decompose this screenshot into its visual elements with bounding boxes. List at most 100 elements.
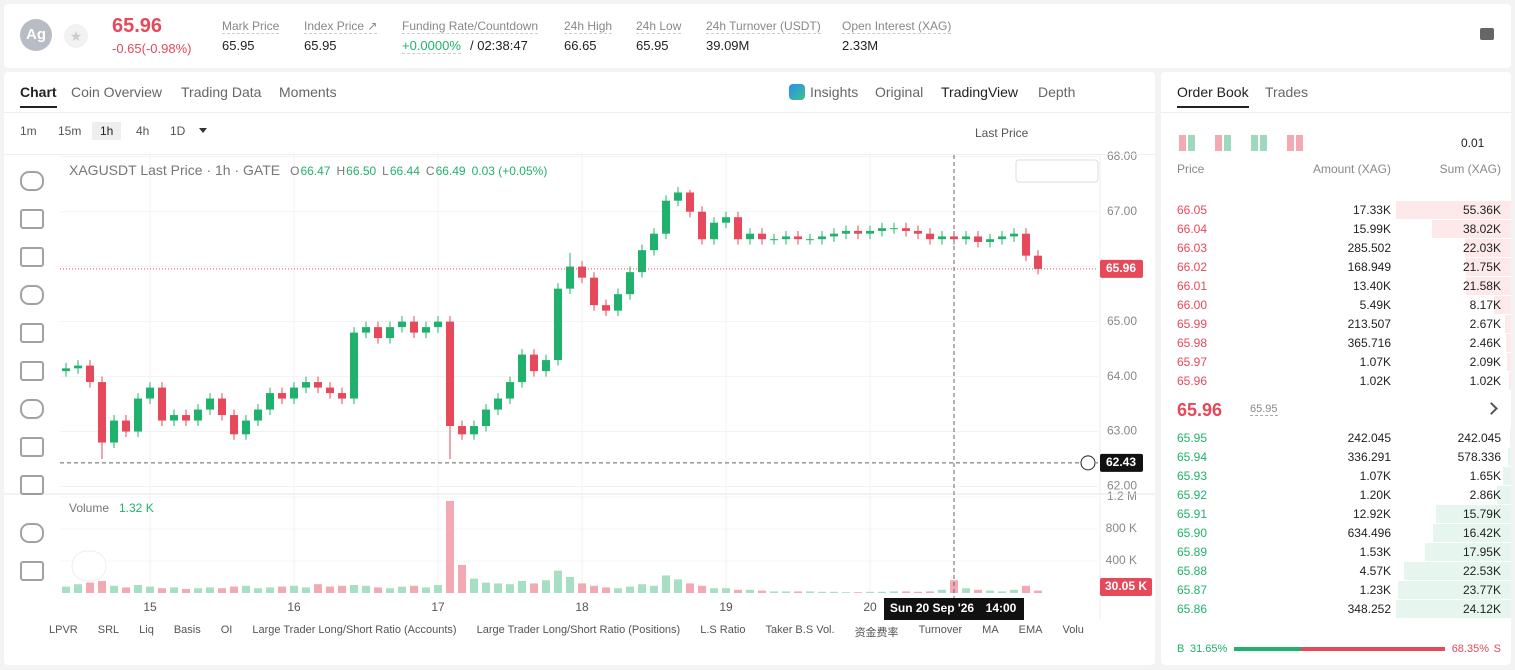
- depth-bar: [1396, 600, 1511, 618]
- drawing-tool[interactable]: [20, 285, 44, 305]
- volume-title: Volume: [69, 501, 109, 515]
- interval[interactable]: 1h: [92, 122, 122, 140]
- candle-body: [926, 233, 934, 240]
- volume-bar: [362, 585, 370, 593]
- depth-bar: [1432, 524, 1511, 542]
- candle-body: [62, 368, 70, 372]
- drawing-tool[interactable]: [20, 523, 44, 543]
- precision[interactable]: 0.01: [1461, 136, 1485, 150]
- book-amount: 1.02K: [1359, 374, 1391, 388]
- indicator[interactable]: Taker B.S Vol.: [765, 624, 835, 636]
- book-amount: 17.33K: [1352, 203, 1391, 217]
- book-view[interactable]: [1215, 135, 1231, 151]
- volume-bar: [278, 586, 286, 593]
- drawing-tool[interactable]: [20, 561, 44, 581]
- volume-bar: [602, 587, 610, 593]
- interval[interactable]: 1m: [20, 124, 37, 138]
- book-price: 65.86: [1177, 602, 1208, 616]
- view-tab[interactable]: TradingView: [941, 84, 1019, 100]
- volume-bar: [734, 589, 742, 593]
- drawing-tool[interactable]: [20, 323, 44, 343]
- indicator[interactable]: SRL: [97, 624, 120, 636]
- candle-body: [470, 426, 478, 435]
- indicator[interactable]: Turnover: [918, 624, 963, 636]
- volume-bar: [746, 589, 754, 593]
- x-tick-label: 15: [143, 600, 157, 614]
- indicator[interactable]: MA: [982, 624, 999, 636]
- volume-bar: [698, 585, 706, 593]
- indicator-bar: LPVR SRL Liq Basis OI Large Trader Long/Short…: [49, 624, 1084, 640]
- drawing-tool[interactable]: [20, 361, 44, 381]
- price-type[interactable]: Last Price: [975, 126, 1029, 140]
- book-price: 65.88: [1177, 564, 1208, 578]
- view-tab[interactable]: Depth: [1038, 84, 1076, 100]
- interval[interactable]: 1D: [170, 124, 186, 138]
- indicator[interactable]: OI: [220, 624, 233, 636]
- interval[interactable]: 15m: [58, 124, 82, 138]
- depth-bar: [1508, 448, 1511, 466]
- indicator[interactable]: Liq: [139, 624, 154, 636]
- chart-tab[interactable]: Chart: [20, 84, 57, 108]
- candle-body: [890, 228, 898, 230]
- candle-body: [614, 294, 622, 311]
- chart-tab[interactable]: Moments: [279, 84, 337, 100]
- interval[interactable]: 4h: [136, 124, 150, 138]
- stat-label: 24h Turnover (USDT): [706, 19, 821, 34]
- book-price: 65.99: [1177, 317, 1208, 331]
- indicator[interactable]: Volu: [1062, 624, 1084, 636]
- stat-label: Index Price ↗: [304, 19, 378, 34]
- book-tab[interactable]: Order Book: [1177, 84, 1249, 108]
- chart-tab[interactable]: Coin Overview: [71, 84, 163, 100]
- ratio-sell-bar: [1300, 647, 1445, 651]
- indicator[interactable]: EMA: [1018, 624, 1043, 636]
- drawing-tool[interactable]: [20, 209, 44, 229]
- view-tab[interactable]: Original: [875, 84, 924, 100]
- candle-body: [590, 277, 598, 306]
- indicator[interactable]: 资金费率: [854, 627, 899, 639]
- volume-bar: [566, 577, 574, 593]
- view-tab[interactable]: Insights: [810, 84, 859, 100]
- ohlc-key: L: [382, 164, 389, 178]
- book-view[interactable]: [1287, 135, 1303, 151]
- candle-body: [698, 211, 706, 240]
- indicator[interactable]: LPVR: [49, 624, 78, 636]
- indicator[interactable]: L.S Ratio: [700, 624, 746, 636]
- volume-bar: [902, 591, 910, 593]
- toolbar-divider: [4, 112, 1155, 113]
- candle-body: [182, 415, 190, 421]
- y-tick-label: 65.00: [1107, 314, 1137, 328]
- menu-icon[interactable]: [1480, 28, 1494, 40]
- volume-bar: [1010, 589, 1018, 593]
- depth-bar: [1505, 334, 1511, 352]
- stat-extra: / 02:38:47: [470, 38, 528, 53]
- volume-bar: [662, 575, 670, 593]
- book-sum: 1.02K: [1469, 374, 1501, 388]
- volume-bar: [938, 589, 946, 593]
- drawing-tool[interactable]: [20, 399, 44, 419]
- y-tick-label: 67.00: [1107, 204, 1137, 218]
- indicator[interactable]: Large Trader Long/Short Ratio (Positions…: [476, 624, 681, 636]
- volume-bar: [146, 586, 154, 593]
- candle-body: [86, 365, 94, 383]
- volume-bar: [254, 588, 262, 593]
- interval-more[interactable]: [199, 128, 207, 137]
- book-price: 65.98: [1177, 336, 1208, 350]
- book-view[interactable]: [1251, 135, 1267, 151]
- drawing-tool[interactable]: [20, 171, 44, 191]
- candle-body: [1034, 255, 1042, 269]
- volume-bar: [542, 580, 550, 593]
- book-header: Price: [1177, 162, 1205, 176]
- favorite[interactable]: ★: [64, 24, 88, 48]
- drawing-tool[interactable]: [20, 475, 44, 495]
- indicator[interactable]: Large Trader Long/Short Ratio (Accounts): [252, 624, 457, 636]
- indicator[interactable]: Basis: [173, 624, 201, 636]
- drawing-tool[interactable]: [20, 437, 44, 457]
- book-divider: [1161, 112, 1511, 113]
- book-tab[interactable]: Trades: [1265, 84, 1309, 100]
- drawing-tool[interactable]: [20, 247, 44, 267]
- book-amount: 213.507: [1347, 317, 1391, 331]
- chart-tab[interactable]: Trading Data: [181, 84, 262, 100]
- volume-value: 1.32 K: [119, 501, 154, 515]
- crosshair-add: [1080, 455, 1096, 471]
- book-view[interactable]: [1179, 135, 1195, 151]
